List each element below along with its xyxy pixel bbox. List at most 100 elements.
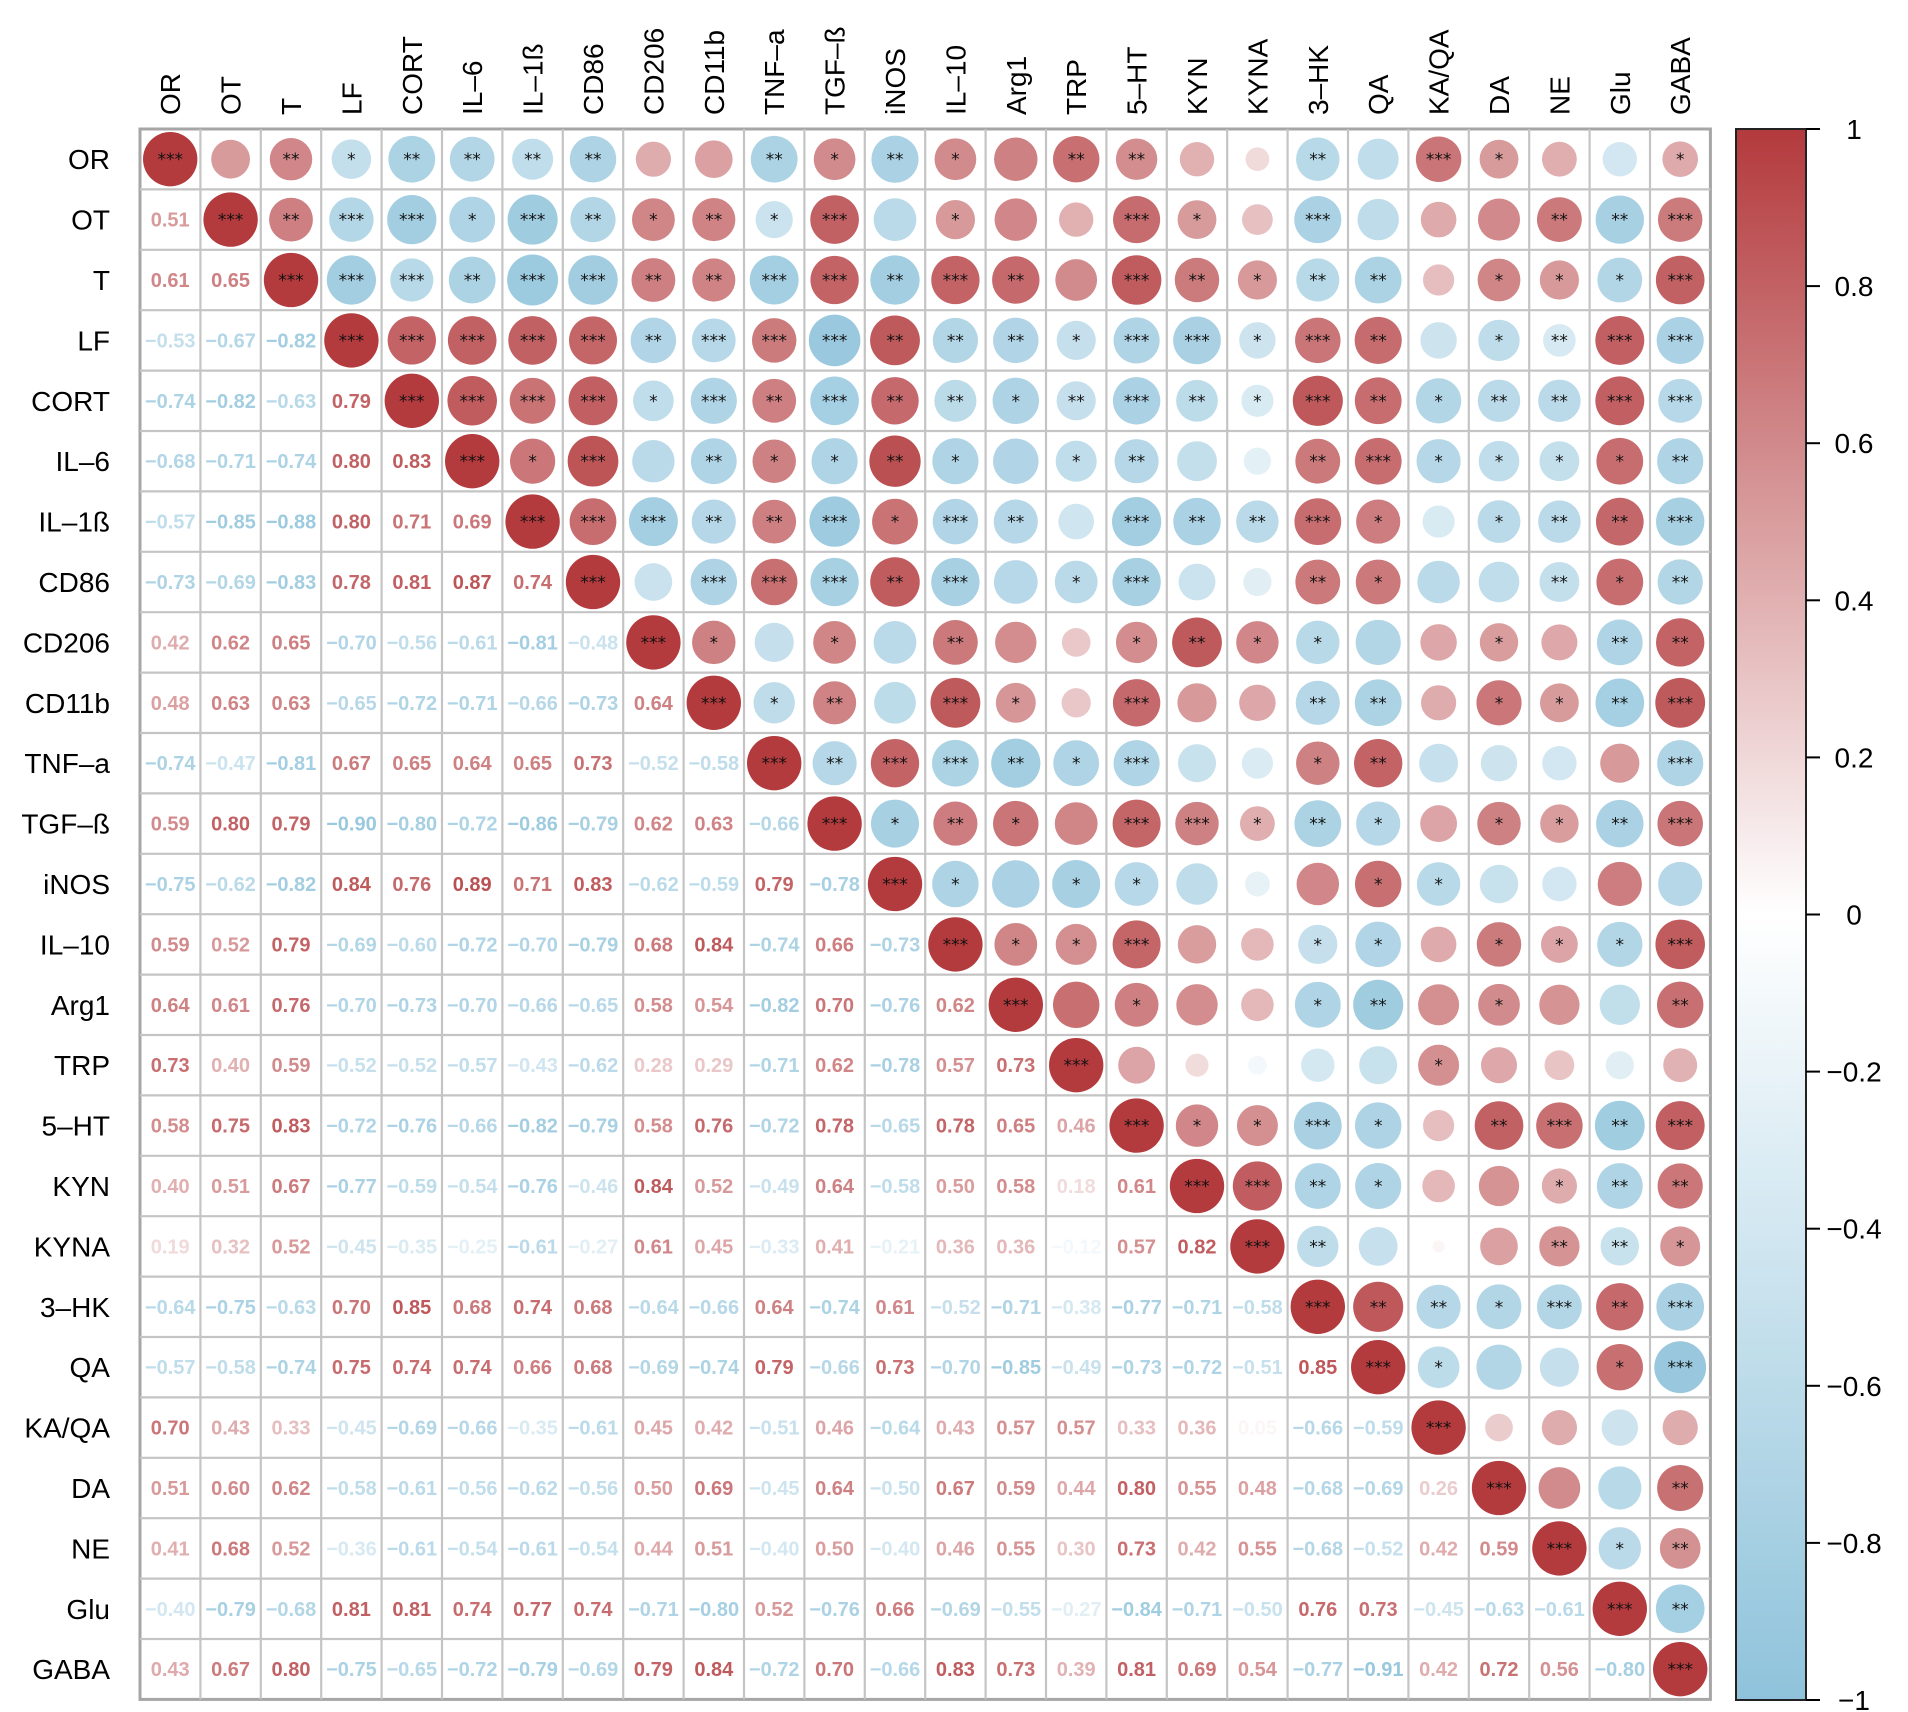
corr-value: −0.35	[507, 1418, 558, 1440]
corr-value: 0.73	[996, 1659, 1035, 1681]
corr-circle	[1055, 440, 1097, 482]
significance-stars: ***	[580, 331, 606, 351]
corr-circle	[810, 255, 859, 305]
corr-value: 0.80	[272, 1659, 311, 1681]
corr-circle	[873, 198, 917, 242]
corr-value: 0.58	[996, 1176, 1035, 1198]
corr-value: 0.52	[211, 934, 250, 956]
corr-circle	[1657, 800, 1703, 847]
corr-circle	[331, 139, 372, 179]
corr-circle	[807, 796, 862, 851]
corr-value: −0.81	[266, 753, 317, 775]
corr-circle	[928, 917, 983, 972]
corr-value: 0.73	[1117, 1538, 1156, 1560]
corr-circle	[808, 314, 861, 367]
corr-value: 0.42	[1419, 1538, 1458, 1560]
corr-circle	[1115, 138, 1158, 180]
significance-stars: *	[1676, 1237, 1685, 1257]
corr-value: 0.62	[272, 1478, 311, 1500]
corr-value: −0.72	[1172, 1357, 1223, 1379]
corr-circle	[1292, 375, 1343, 426]
significance-stars: *	[1616, 935, 1625, 955]
corr-circle	[1655, 919, 1705, 970]
corr-circle	[1542, 141, 1577, 177]
significance-stars: ***	[580, 271, 606, 291]
significance-stars: *	[1434, 875, 1443, 895]
corr-circle	[931, 557, 980, 607]
significance-stars: ***	[520, 211, 546, 231]
corr-value: −0.54	[568, 1538, 619, 1560]
significance-stars: **	[464, 150, 481, 170]
corr-circle	[1656, 618, 1705, 667]
corr-circle	[1418, 1044, 1460, 1086]
significance-stars: **	[1189, 513, 1206, 533]
corr-circle	[1479, 139, 1519, 179]
corr-circle	[690, 377, 737, 424]
significance-stars: **	[283, 150, 300, 170]
corr-circle	[870, 739, 920, 788]
corr-circle	[1422, 1109, 1455, 1142]
corr-circle	[449, 136, 495, 182]
column-label: 3–HK	[1303, 45, 1334, 115]
corr-circle	[1602, 142, 1637, 177]
corr-value: −0.70	[326, 632, 377, 654]
corr-circle	[1356, 801, 1401, 846]
corr-value: −0.63	[1474, 1599, 1525, 1621]
corr-circle	[1240, 806, 1275, 841]
significance-stars: *	[1314, 633, 1323, 653]
corr-value: −0.67	[205, 330, 256, 352]
significance-stars: *	[1495, 815, 1504, 835]
corr-circle	[1477, 198, 1521, 241]
row-label: KYN	[52, 1171, 110, 1202]
corr-value: 0.83	[574, 874, 613, 896]
corr-circle	[570, 197, 616, 243]
corr-value: −0.36	[326, 1538, 377, 1560]
corr-value: −0.76	[809, 1599, 860, 1621]
corr-circle	[1112, 679, 1161, 727]
corr-circle	[992, 256, 1040, 304]
corr-value: −0.77	[326, 1176, 377, 1198]
corr-circle	[630, 317, 677, 364]
corr-value: −0.91	[1353, 1659, 1404, 1681]
corr-circle	[1419, 743, 1459, 783]
corr-circle	[1432, 1240, 1445, 1253]
row-labels: OR OT T LF CORT IL–6 IL–1ß CD86 CD206 CD11b TNF–a T…	[21, 144, 110, 1685]
column-label: NE	[1544, 76, 1575, 115]
significance-stars: ***	[1547, 1539, 1573, 1559]
column-label: DA	[1484, 76, 1515, 115]
corr-value: −0.68	[266, 1599, 317, 1621]
corr-value: 0.79	[755, 1357, 794, 1379]
corr-circle	[1476, 1284, 1522, 1330]
corr-circle	[1357, 198, 1399, 241]
corr-value: 0.69	[1178, 1659, 1217, 1681]
corr-value: −0.69	[568, 1659, 619, 1681]
corr-value: 0.62	[936, 995, 975, 1017]
corr-circle	[813, 621, 856, 664]
significance-stars: ***	[1124, 1117, 1150, 1137]
significance-stars: **	[1611, 633, 1628, 653]
corr-value: −0.54	[447, 1538, 498, 1560]
corr-value: −0.71	[205, 451, 256, 473]
corr-value: 0.52	[755, 1599, 794, 1621]
corr-value: −0.72	[447, 1659, 498, 1681]
corr-circle	[1354, 679, 1402, 727]
significance-stars: **	[887, 452, 904, 472]
corr-value: 0.62	[634, 814, 673, 836]
corr-circle	[1541, 624, 1578, 661]
corr-circle	[633, 380, 674, 422]
corr-value: 0.79	[332, 391, 371, 413]
significance-stars: *	[528, 452, 537, 472]
corr-value: 0.54	[694, 995, 734, 1017]
corr-value: −0.38	[1051, 1297, 1102, 1319]
corr-circle	[1112, 557, 1161, 607]
corr-value: −0.61	[507, 1236, 558, 1258]
corr-value: 0.67	[272, 1176, 311, 1198]
significance-stars: *	[1616, 271, 1625, 291]
significance-stars: ***	[882, 754, 908, 774]
significance-stars: ***	[1124, 573, 1150, 593]
corr-circle	[1477, 500, 1521, 543]
corr-circle	[691, 499, 736, 544]
significance-stars: **	[887, 331, 904, 351]
significance-stars: **	[1672, 1177, 1689, 1197]
significance-stars: **	[1309, 1237, 1326, 1257]
